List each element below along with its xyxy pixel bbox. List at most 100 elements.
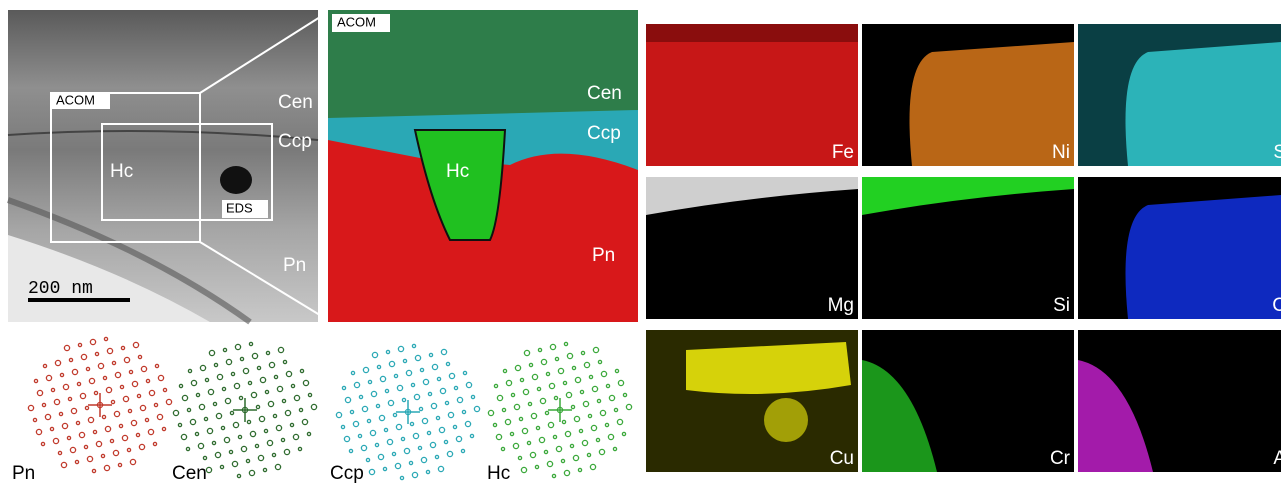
diffraction-spot [372, 352, 377, 357]
map-signal [910, 42, 1075, 166]
diffraction-spot [359, 395, 362, 398]
diffraction-spot [198, 443, 203, 448]
diffraction-spot [548, 422, 553, 427]
diffraction-spot [403, 359, 406, 362]
diffraction-spot [544, 450, 547, 453]
diffraction-spot [231, 372, 234, 375]
diffraction-spot [531, 413, 536, 418]
diffraction-spot [563, 381, 566, 384]
diffraction-spot [589, 375, 592, 378]
diffraction-spot [121, 346, 124, 349]
diffraction-spot [402, 398, 405, 401]
diffraction-spot [140, 405, 145, 410]
diffraction-spot [298, 447, 301, 450]
diffraction-spot [341, 425, 344, 428]
diffraction-spot [547, 461, 552, 466]
map-signal [1126, 195, 1281, 319]
diffraction-spot [380, 376, 385, 381]
diffraction-spot [432, 364, 437, 369]
diffraction-spot [581, 351, 584, 354]
diffraction-spot [591, 425, 596, 430]
diffraction-spot [413, 433, 418, 438]
diffraction-spot [494, 384, 497, 387]
diffraction-spot [523, 389, 528, 394]
diffraction-spot [87, 456, 92, 461]
diffraction-spot [575, 377, 580, 382]
diffraction-spot [249, 470, 254, 475]
diffraction-spot [617, 419, 622, 424]
map-signal [764, 398, 808, 442]
pattern-label: Hc [487, 463, 510, 484]
diffraction-spot [243, 368, 248, 373]
diffraction-spot [62, 423, 67, 428]
diffraction-spot [496, 434, 501, 439]
diffraction-spot [230, 411, 233, 414]
diffraction-spot [148, 429, 153, 434]
diffraction-spot [505, 419, 510, 424]
diffraction-spot [255, 444, 258, 447]
map-signal [1126, 42, 1281, 166]
diffraction-spot [556, 446, 561, 451]
diffraction-spot [157, 414, 162, 419]
diffraction-spot [162, 427, 165, 430]
diffraction-spot [238, 435, 241, 438]
region-label: Pn [592, 245, 615, 266]
diffraction-spot [285, 410, 290, 415]
diffraction-spot [104, 337, 107, 340]
diffraction-spot [511, 393, 514, 396]
diffraction-spot [462, 410, 465, 413]
diffraction-spot [510, 432, 513, 435]
diffraction-spot [75, 460, 78, 463]
diffraction-spot [115, 372, 120, 377]
diffraction-spot [370, 430, 375, 435]
diffraction-spot [362, 406, 367, 411]
diffraction-spot [587, 453, 590, 456]
diffraction-spot [85, 406, 88, 409]
diffraction-spot [61, 462, 66, 467]
diffraction-spot [214, 363, 217, 366]
diffraction-spot [601, 371, 606, 376]
diffraction-spot [401, 437, 404, 440]
diffraction-spot [461, 449, 464, 452]
diffraction-spot [412, 472, 417, 477]
diffraction-spot [395, 463, 400, 468]
diffraction-spot [291, 384, 294, 387]
diffraction-spot [546, 372, 549, 375]
diffraction-spot [311, 404, 316, 409]
diffraction-spot [98, 363, 103, 368]
diffraction-spot [550, 344, 555, 349]
diffraction-spot [430, 442, 435, 447]
diffraction-spot [409, 461, 412, 464]
diffraction-spot [260, 377, 265, 382]
eds-map: Si [862, 177, 1074, 319]
region-label: Pn [283, 255, 306, 276]
diffraction-spot [371, 391, 376, 396]
diffraction-spot [521, 467, 526, 472]
diffraction-spot [418, 446, 421, 449]
diffraction-spot [435, 455, 438, 458]
diffraction-spot [118, 463, 121, 466]
diffraction-spot [358, 434, 361, 437]
diffraction-spot [608, 434, 613, 439]
diffraction-spot [203, 456, 206, 459]
diffraction-spot [55, 360, 60, 365]
eds-maps: FeNiSMgSiCCuCrA [646, 24, 1281, 472]
diffraction-spot [449, 373, 454, 378]
diffraction-spot [51, 388, 54, 391]
diffraction-spot [613, 447, 616, 450]
diffraction-spot [212, 441, 215, 444]
diffraction-spot [465, 421, 470, 426]
diffraction-spot [438, 466, 443, 471]
diffraction-spot [59, 412, 62, 415]
diffraction-spot [411, 383, 414, 386]
diffraction-spot [155, 364, 158, 367]
diffraction-spot [239, 396, 242, 399]
diffraction-spot [545, 411, 548, 414]
diffraction-spot [136, 433, 139, 436]
diffraction-spot [241, 446, 246, 451]
diffraction-spot [132, 381, 137, 386]
diffraction-spot [34, 379, 37, 382]
region-label: Hc [110, 161, 133, 182]
diffraction-spot [248, 381, 251, 384]
diffraction-spot [596, 438, 599, 441]
